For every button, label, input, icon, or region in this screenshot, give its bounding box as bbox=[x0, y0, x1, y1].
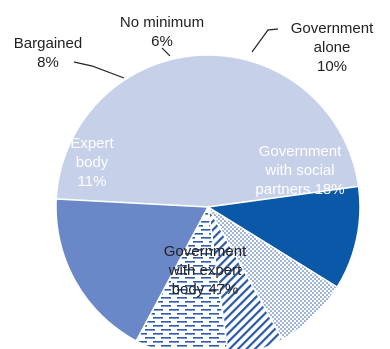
slice-label-line: Government bbox=[291, 20, 374, 37]
slice-label-government-with-expert-body: Government with expert body 47% bbox=[164, 243, 247, 298]
pie-slice-expert-body bbox=[205, 185, 361, 289]
slice-label-line: Bargained bbox=[14, 35, 82, 52]
slice-label-government-alone: Government alone 10% bbox=[291, 20, 374, 75]
slice-label-line: 6% bbox=[151, 33, 173, 50]
pie-slice-government-with-expert-body bbox=[55, 54, 360, 208]
slice-label-line: with expert bbox=[168, 262, 242, 279]
slice-label-line: body 47% bbox=[172, 281, 239, 298]
slice-label-bargained: Bargained 8% bbox=[14, 35, 82, 71]
slice-label-line: No minimum bbox=[120, 14, 204, 31]
leader-line bbox=[73, 61, 125, 79]
slice-label-expert-body: Expert body 11% bbox=[70, 135, 114, 190]
slice-label-line: Government bbox=[259, 143, 342, 160]
slice-label-line: partners 18% bbox=[255, 181, 344, 198]
leader-line bbox=[251, 28, 279, 53]
slice-label-line: body bbox=[76, 154, 109, 171]
slice-label-line: 8% bbox=[37, 54, 59, 71]
leader-line bbox=[161, 47, 171, 57]
slice-label-line: 11% bbox=[78, 173, 107, 190]
slice-label-line: with social bbox=[264, 162, 334, 179]
slice-label-line: Expert bbox=[70, 135, 114, 152]
slice-label-no-minimum: No minimum 6% bbox=[120, 14, 204, 50]
pie-slice-no-minimum bbox=[207, 206, 284, 349]
pie-slice-government-alone bbox=[135, 204, 229, 349]
slice-label-line: alone bbox=[314, 39, 351, 56]
slice-label-line: 10% bbox=[317, 58, 347, 75]
pie-slice-government-with-social-partners bbox=[55, 198, 210, 342]
slice-label-line: Government bbox=[164, 243, 247, 260]
slice-label-government-with-social-partners: Government with social partners 18% bbox=[255, 143, 344, 198]
